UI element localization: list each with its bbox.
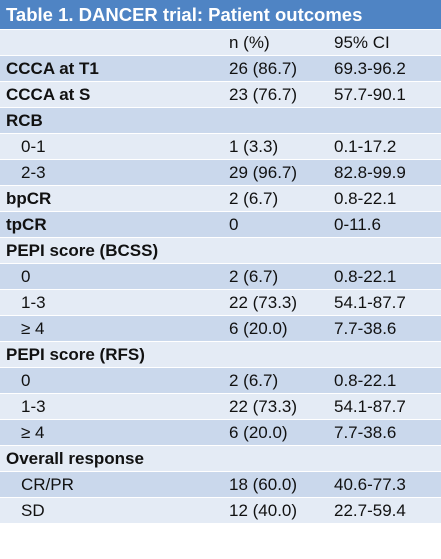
- row-n-pct: 26 (86.7): [229, 59, 298, 78]
- row-n-pct: 1 (3.3): [229, 137, 279, 156]
- row-n-pct: 2 (6.7): [229, 267, 279, 286]
- row-ci: 69.3-96.2: [334, 59, 406, 78]
- table-row: 1-3 22 (73.3) 54.1-87.7: [0, 289, 441, 315]
- row-n-pct: 29 (96.7): [229, 163, 298, 182]
- row-label: ≥ 4: [21, 423, 45, 442]
- row-n-pct: 12 (40.0): [229, 501, 298, 520]
- row-ci: 0.1-17.2: [334, 137, 397, 156]
- table-row: CCCA at T1 26 (86.7) 69.3-96.2: [0, 55, 441, 81]
- row-n-pct: 2 (6.7): [229, 371, 279, 390]
- row-n-pct: 22 (73.3): [229, 397, 298, 416]
- row-label: 2-3: [21, 163, 46, 182]
- table-row: tpCR 0 0-11.6: [0, 211, 441, 237]
- row-n-pct: 23 (76.7): [229, 85, 298, 104]
- row-ci: 82.8-99.9: [334, 163, 406, 182]
- row-label: CCCA at T1: [6, 59, 99, 78]
- row-label: bpCR: [6, 189, 52, 208]
- table-row: 2-3 29 (96.7) 82.8-99.9: [0, 159, 441, 185]
- row-label: tpCR: [6, 215, 47, 234]
- row-ci: 0.8-22.1: [334, 189, 397, 208]
- table-row: ≥ 4 6 (20.0) 7.7-38.6: [0, 419, 441, 445]
- row-label: 0-1: [21, 137, 46, 156]
- row-label: PEPI score (BCSS): [6, 241, 159, 260]
- table-header-row: n (%) 95% CI: [0, 29, 441, 55]
- table-row: SD 12 (40.0) 22.7-59.4: [0, 497, 441, 523]
- row-label: 1-3: [21, 397, 46, 416]
- row-label: CCCA at S: [6, 85, 91, 104]
- table-row: RCB: [0, 107, 441, 133]
- row-n-pct: 6 (20.0): [229, 423, 288, 442]
- table-row: bpCR 2 (6.7) 0.8-22.1: [0, 185, 441, 211]
- table-row: CCCA at S 23 (76.7) 57.7-90.1: [0, 81, 441, 107]
- row-ci: 0.8-22.1: [334, 371, 397, 390]
- row-ci: 0.8-22.1: [334, 267, 397, 286]
- header-n-pct: n (%): [229, 33, 270, 52]
- row-ci: 54.1-87.7: [334, 293, 406, 312]
- table-row: ≥ 4 6 (20.0) 7.7-38.6: [0, 315, 441, 341]
- header-ci: 95% CI: [334, 33, 390, 52]
- row-label: 0: [21, 267, 31, 286]
- row-label: ≥ 4: [21, 319, 45, 338]
- table-row: Overall response: [0, 445, 441, 471]
- row-label: 0: [21, 371, 31, 390]
- table-row: PEPI score (BCSS): [0, 237, 441, 263]
- row-ci: 54.1-87.7: [334, 397, 406, 416]
- table-row: 0 2 (6.7) 0.8-22.1: [0, 367, 441, 393]
- table-row: 0 2 (6.7) 0.8-22.1: [0, 263, 441, 289]
- row-n-pct: 18 (60.0): [229, 475, 298, 494]
- row-label: SD: [21, 501, 45, 520]
- row-label: CR/PR: [21, 475, 74, 494]
- row-n-pct: 6 (20.0): [229, 319, 288, 338]
- table-row: CR/PR 18 (60.0) 40.6-77.3: [0, 471, 441, 497]
- row-label: PEPI score (RFS): [6, 345, 145, 364]
- table-row: PEPI score (RFS): [0, 341, 441, 367]
- row-ci: 57.7-90.1: [334, 85, 406, 104]
- row-n-pct: 2 (6.7): [229, 189, 279, 208]
- row-n-pct: 22 (73.3): [229, 293, 298, 312]
- row-label: Overall response: [6, 449, 144, 468]
- row-ci: 7.7-38.6: [334, 319, 397, 338]
- row-ci: 7.7-38.6: [334, 423, 397, 442]
- row-n-pct: 0: [229, 215, 239, 234]
- row-ci: 0-11.6: [334, 215, 381, 234]
- table-row: 1-3 22 (73.3) 54.1-87.7: [0, 393, 441, 419]
- table-row: 0-1 1 (3.3) 0.1-17.2: [0, 133, 441, 159]
- row-label: RCB: [6, 111, 43, 130]
- row-ci: 22.7-59.4: [334, 501, 406, 520]
- table-title: Table 1. DANCER trial: Patient outcomes: [0, 0, 441, 29]
- row-ci: 40.6-77.3: [334, 475, 406, 494]
- row-label: 1-3: [21, 293, 46, 312]
